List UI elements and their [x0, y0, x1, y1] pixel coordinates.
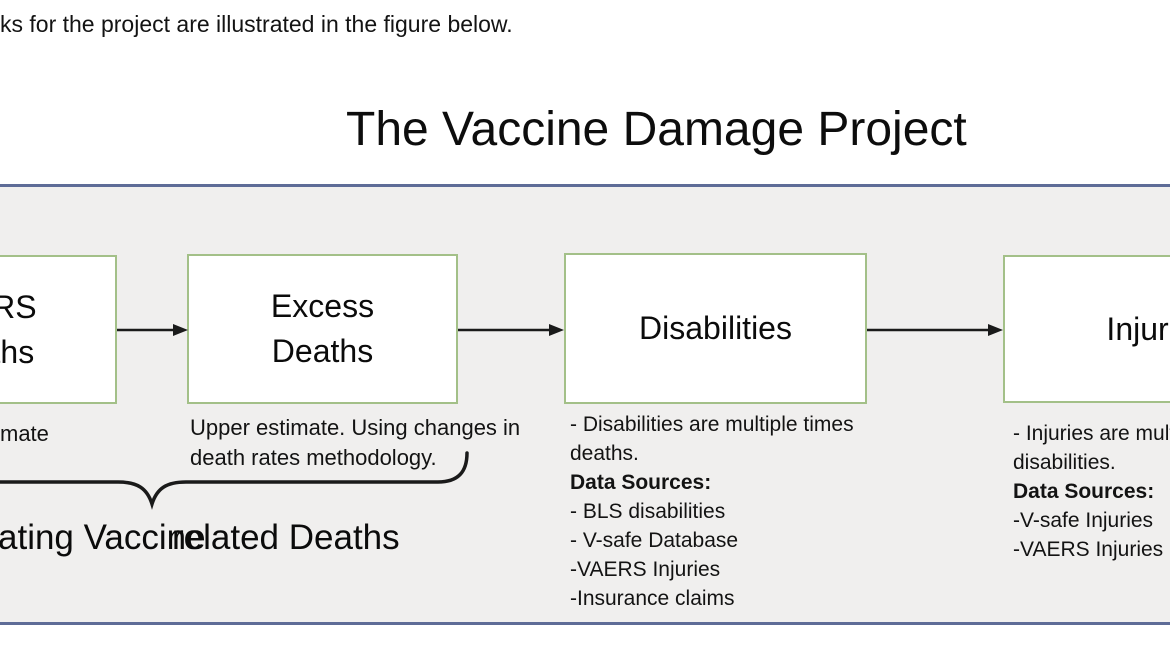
- flow-box-excess-deaths: Excess Deaths: [187, 254, 458, 404]
- data-source-item: - V-safe Database: [570, 529, 739, 552]
- box-label-line: VAERS: [0, 288, 37, 325]
- vaers-estimate-note: mate: [0, 421, 49, 446]
- data-sources-heading: Data Sources:: [570, 471, 712, 494]
- box-label-line: Deaths: [0, 333, 35, 370]
- note-line: - Disabilities are multiple times: [570, 413, 854, 436]
- diagram-title: The Vaccine Damage Project: [346, 103, 967, 156]
- note-line: death rates methodology.: [190, 444, 437, 470]
- flow-box-vaers-deaths: VAERS Deaths: [0, 255, 117, 404]
- data-source-item: -V-safe Injuries: [1013, 509, 1154, 532]
- disabilities-notes: - Disabilities are multiple times deaths…: [570, 410, 854, 613]
- data-source-item: -Insurance claims: [570, 587, 735, 610]
- intro-sentence: ks for the project are illustrated in th…: [0, 11, 513, 37]
- data-source-item: - BLS disabilities: [570, 500, 726, 523]
- flow-box-disabilities: Disabilities: [564, 253, 867, 404]
- box-label-line: Deaths: [271, 333, 374, 369]
- data-sources-heading: Data Sources:: [1013, 480, 1155, 503]
- injuries-notes: - Injuries are multiple times disabiliti…: [1013, 419, 1170, 564]
- flow-box-injuries: Injuries: [1003, 255, 1170, 403]
- note-line: - Injuries are multiple times: [1013, 422, 1170, 445]
- box-label-line: Injuries: [1106, 310, 1170, 347]
- brace-label-vaccine: ating Vaccine: [0, 518, 206, 557]
- box-label-line: Excess: [270, 288, 375, 324]
- excess-deaths-estimate-note: Upper estimate. Using changes in death r…: [190, 413, 520, 472]
- data-source-item: -VAERS Injuries: [1013, 538, 1164, 561]
- data-source-item: -VAERS Injuries: [570, 558, 721, 581]
- note-line: deaths.: [570, 442, 639, 465]
- box-label-line: Disabilities: [639, 310, 792, 346]
- brace-label-related-deaths: related Deaths: [172, 518, 400, 557]
- note-line: Upper estimate. Using changes in: [190, 415, 521, 440]
- note-line: disabilities.: [1013, 451, 1116, 474]
